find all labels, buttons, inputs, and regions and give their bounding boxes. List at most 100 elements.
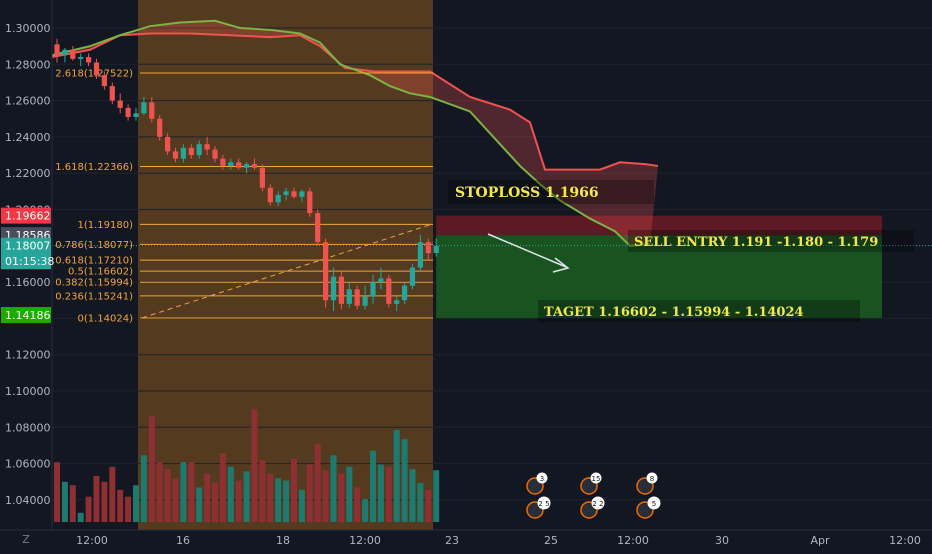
volume-bar — [393, 430, 400, 522]
candle-body — [283, 191, 289, 195]
candle-body — [180, 147, 186, 159]
candle-body — [299, 191, 305, 197]
candle-body — [402, 285, 408, 301]
volume-bar — [196, 487, 203, 522]
event-count-badge — [646, 472, 658, 484]
volume-bar — [377, 464, 384, 522]
y-tick-label: 1.10000 — [5, 385, 51, 398]
volume-bar — [54, 462, 60, 522]
price-badge-label: 1.18007 — [5, 240, 51, 253]
x-tick-label: 12:00 — [76, 534, 108, 547]
y-tick-label: 1.04000 — [5, 494, 51, 507]
fib-level-label: 0.236(1.15241) — [55, 291, 133, 302]
highlight-range — [138, 0, 433, 530]
candle-body — [54, 44, 60, 56]
event-count-label: 2 5 — [538, 500, 549, 508]
volume-bar — [188, 462, 195, 522]
candle-body — [117, 100, 123, 108]
x-tick-label: Apr — [810, 534, 830, 547]
x-tick-label: 18 — [276, 534, 290, 547]
cloud-leading-line — [51, 32, 659, 171]
candle-body — [386, 278, 392, 304]
candle-body — [149, 102, 155, 119]
volume-bar — [117, 489, 124, 522]
candle-body — [370, 282, 376, 297]
direction-arrow — [487, 233, 567, 268]
stoploss-label-bg — [448, 180, 654, 204]
volume-bar — [354, 487, 361, 522]
y-tick-label: 1.22000 — [5, 167, 51, 180]
price-badge-label: 1.14186 — [5, 309, 51, 322]
x-tick-label: 16 — [176, 534, 190, 547]
candle-body — [188, 147, 194, 156]
candle-body — [259, 167, 265, 188]
volume-bar — [362, 499, 369, 522]
candle-body — [62, 49, 68, 56]
entry-label: SELL ENTRY 1.191 -1.180 - 1.179 — [634, 235, 878, 250]
fib-trend-line — [141, 223, 432, 319]
candle-body — [125, 107, 131, 117]
candle-body — [362, 296, 368, 306]
candle-body — [409, 267, 416, 286]
candle-body — [86, 57, 92, 63]
x-tick-label: 12:00 — [889, 534, 921, 547]
volume-bar — [125, 496, 132, 522]
volume-bar — [140, 455, 147, 522]
volume-bar — [101, 481, 108, 522]
volume-bar — [251, 409, 258, 522]
x-tick-label: 12:00 — [349, 534, 381, 547]
price-badge-label: 01:15:38 — [5, 255, 54, 268]
fib-level-label: 1.618(1.22366) — [55, 162, 133, 173]
target-label: TAGET 1.16602 - 1.15994 - 1.14024 — [544, 305, 804, 320]
event-count-label: 3 — [540, 475, 544, 483]
volume-bar — [259, 459, 266, 522]
volume-bar — [417, 482, 424, 522]
candle-body — [354, 289, 360, 306]
price-badge — [1, 307, 51, 324]
volume-bar — [212, 482, 218, 522]
volume-bar — [370, 450, 376, 522]
arrow-head — [552, 257, 570, 273]
candle-body — [417, 242, 423, 268]
price-badge — [1, 237, 51, 254]
target-zone — [436, 235, 882, 318]
target-label-bg — [538, 300, 860, 322]
y-tick-label: 1.08000 — [5, 421, 51, 434]
stoploss-label: STOPLOSS 1.1966 — [455, 185, 599, 201]
x-tick-label: 23 — [445, 534, 459, 547]
price-badge-label: 1.19662 — [5, 210, 51, 223]
candle-body — [70, 49, 76, 59]
volume-bar — [219, 453, 226, 522]
candle-body — [157, 118, 163, 137]
volume-bar — [164, 469, 171, 522]
candle-body — [236, 162, 242, 168]
volume-bar — [425, 489, 432, 522]
volume-bar — [69, 485, 76, 522]
candle-body — [78, 57, 84, 59]
volume-bar — [291, 458, 297, 522]
x-tick-label: 25 — [544, 534, 558, 547]
event-count-badge — [590, 472, 602, 484]
candle-body — [220, 158, 226, 166]
volume-bar — [133, 485, 139, 522]
candle-body — [291, 191, 297, 197]
volume-bar — [401, 439, 408, 522]
event-count-badge — [647, 496, 661, 510]
event-count-badge — [537, 496, 551, 510]
volume-bar — [227, 466, 234, 522]
candle-body — [323, 242, 329, 301]
volume-bar — [275, 478, 282, 522]
volume-bar — [180, 462, 187, 522]
candle-body — [141, 102, 147, 114]
candle-body — [394, 300, 400, 304]
stoploss-zone — [436, 215, 882, 236]
candle-body — [109, 86, 115, 101]
event-count-label: 8 — [650, 475, 654, 483]
volume-bar — [148, 416, 155, 522]
scale-mode-button[interactable]: Z — [22, 533, 30, 546]
y-tick-label: 1.30000 — [5, 22, 51, 35]
candle-body — [315, 213, 321, 243]
candle-body — [425, 242, 431, 254]
